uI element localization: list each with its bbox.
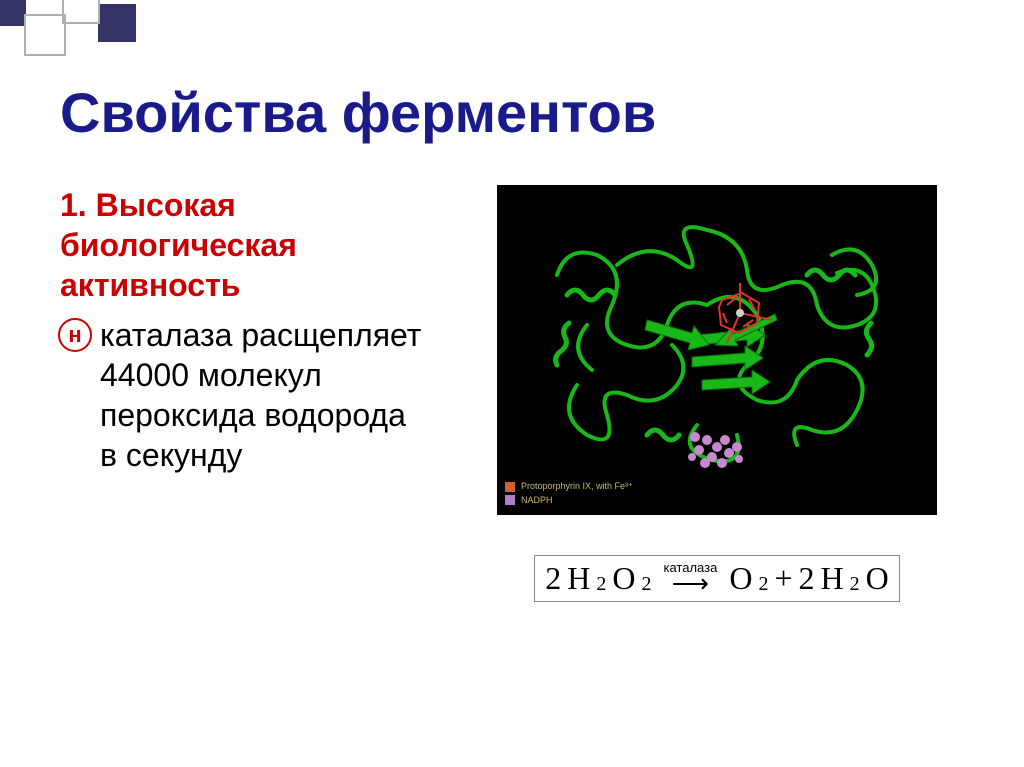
image-column: Protoporphyrin IX, with Fe³⁺ NADPH 2H2O2… <box>470 185 964 602</box>
slide-title: Свойства ферментов <box>60 80 964 145</box>
eq-coef: 2 <box>545 560 561 597</box>
eq-elem: H <box>567 560 590 597</box>
legend-row: Protoporphyrin IX, with Fe³⁺ <box>505 480 633 494</box>
chemical-equation: 2H2O2 каталаза ⟶ O2 + 2H2O <box>534 555 899 602</box>
bullet-example-text: каталаза расщепляет 44000 молекул перокс… <box>100 317 421 473</box>
eq-elem: O <box>866 560 889 597</box>
text-column: 1. Высокая биологическая активность н ка… <box>60 185 430 602</box>
circled-letter-icon: н <box>58 318 92 352</box>
eq-plus: + <box>774 560 792 597</box>
eq-elem: O <box>612 560 635 597</box>
molecule-legend: Protoporphyrin IX, with Fe³⁺ NADPH <box>505 480 633 507</box>
content-row: 1. Высокая биологическая активность н ка… <box>60 185 964 602</box>
eq-sub: 2 <box>642 573 652 596</box>
equation-container: 2H2O2 каталаза ⟶ O2 + 2H2O <box>534 555 899 602</box>
legend-swatch-icon <box>505 495 515 505</box>
reaction-arrow: каталаза ⟶ <box>664 560 718 597</box>
eq-sub: 2 <box>596 573 606 596</box>
protein-structure-image: Protoporphyrin IX, with Fe³⁺ NADPH <box>497 185 937 515</box>
eq-sub: 2 <box>850 573 860 596</box>
legend-row: NADPH <box>505 494 633 508</box>
eq-elem: H <box>820 560 843 597</box>
eq-elem: O <box>729 560 752 597</box>
arrow-icon: ⟶ <box>672 571 709 597</box>
eq-coef: 2 <box>798 560 814 597</box>
eq-sub: 2 <box>758 573 768 596</box>
bullet-example: н каталаза расщепляет 44000 молекул перо… <box>60 315 430 475</box>
bullet-property: 1. Высокая биологическая активность <box>60 185 430 305</box>
legend-swatch-icon <box>505 482 515 492</box>
legend-label: NADPH <box>521 494 553 508</box>
legend-label: Protoporphyrin IX, with Fe³⁺ <box>521 480 633 494</box>
slide: Свойства ферментов 1. Высокая биологичес… <box>0 0 1024 622</box>
